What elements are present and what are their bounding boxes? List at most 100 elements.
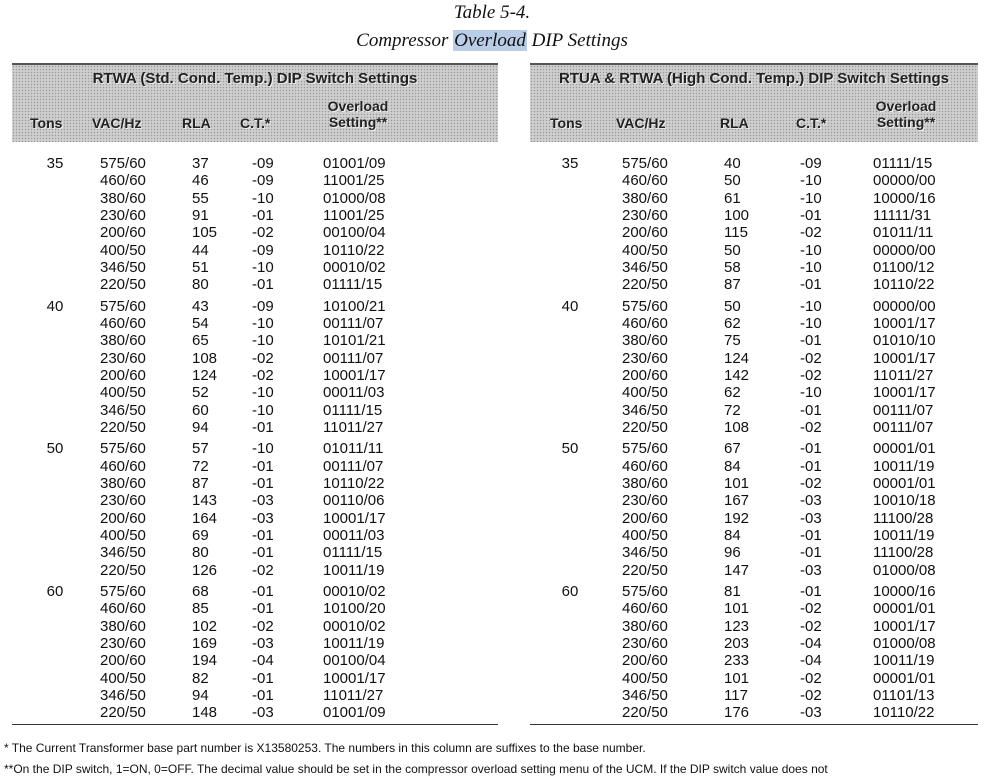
table-cell: -09 — [800, 155, 822, 172]
table-cell: 10011/19 — [323, 635, 385, 652]
table-cell: 96 — [724, 544, 741, 562]
table-cell: 00001/01 — [873, 600, 936, 618]
table-cell: 01000/08 — [873, 635, 936, 652]
table-cell: 11111/31 — [873, 206, 932, 224]
table-cell: 80 — [192, 276, 209, 294]
table-cell: 58 — [724, 258, 741, 276]
table-cell: 400/50 — [622, 384, 668, 402]
table-cell: 11001/25 — [323, 206, 385, 224]
table-cell: 01011/11 — [873, 224, 934, 242]
table-cell: 220/50 — [100, 704, 146, 722]
table-cell: -04 — [800, 635, 822, 652]
table-cell: 84 — [724, 457, 741, 475]
table-cell: 200/60 — [100, 509, 146, 527]
table-cell: 81 — [724, 583, 741, 601]
table-cell: -01 — [252, 544, 274, 562]
table-cell: -10 — [800, 315, 822, 332]
table-cell: 200/60 — [100, 366, 146, 384]
table-cell: 80 — [192, 544, 209, 562]
table-cell: -10 — [252, 189, 274, 207]
table-cell: 10001/17 — [873, 617, 936, 635]
table-cell: -01 — [252, 600, 274, 618]
column-header: RLA — [182, 115, 211, 131]
table-cell: 00000/00 — [873, 297, 936, 315]
table-cell: -10 — [252, 440, 274, 458]
table-cell: -02 — [800, 366, 822, 384]
table-cell: 400/50 — [622, 669, 668, 687]
table-cell: 230/60 — [100, 635, 146, 652]
table-cell: 169 — [192, 635, 218, 652]
table-cell: -01 — [800, 583, 822, 601]
title-text: DIP Settings — [531, 30, 628, 51]
table-cell: 00111/07 — [873, 401, 934, 419]
table-cell: 230/60 — [622, 635, 668, 652]
table-cell: 62 — [724, 384, 741, 402]
table-cell: 346/50 — [622, 401, 668, 419]
table-cell: 11100/28 — [873, 509, 934, 527]
table-cell: 200/60 — [622, 509, 668, 527]
table-cell: 346/50 — [100, 401, 146, 419]
table-cell: -01 — [800, 206, 822, 224]
table-cell: 400/50 — [100, 384, 146, 402]
table-heading: RTWA (Std. Cond. Temp.) DIP Switch Setti… — [92, 70, 418, 87]
table-cell: 50 — [724, 241, 741, 259]
table-cell: 37 — [192, 155, 209, 172]
table-cell: 50 — [724, 297, 741, 315]
table-cell: -01 — [252, 418, 274, 436]
table-cell: -04 — [252, 652, 274, 670]
column-header: VAC/Hz — [616, 115, 666, 131]
table-cell: 460/60 — [100, 172, 146, 190]
table-cell: 380/60 — [622, 475, 668, 492]
table-cell: 68 — [192, 583, 209, 601]
table-cell: 575/60 — [100, 297, 146, 315]
table-cell: -10 — [800, 172, 822, 190]
table-cell: 43 — [192, 297, 209, 315]
table-cell: 10110/22 — [323, 241, 385, 259]
table-cell: -02 — [252, 617, 274, 635]
table-cell: 143 — [192, 492, 218, 510]
table-cell: 142 — [724, 366, 750, 384]
table-cell: -10 — [252, 401, 274, 419]
table-cell: 82 — [192, 669, 209, 687]
table-cell: -01 — [800, 332, 822, 350]
table-cell: 400/50 — [622, 526, 668, 544]
table-cell: 346/50 — [100, 544, 146, 562]
table-cell: 460/60 — [622, 600, 668, 618]
table-cell: 55 — [192, 189, 209, 207]
table-cell: 108 — [192, 349, 218, 367]
table-cell: -09 — [252, 172, 274, 190]
table-cell: 346/50 — [622, 544, 668, 562]
table-cell: 148 — [192, 704, 218, 722]
table-bottom-rule — [12, 724, 498, 725]
tons-cell: 35 — [46, 155, 64, 172]
table-cell: 67 — [724, 440, 741, 458]
table-cell: 220/50 — [622, 704, 668, 722]
table-cell: 575/60 — [622, 583, 668, 601]
table-cell: -02 — [800, 617, 822, 635]
table-cell: 460/60 — [622, 315, 668, 332]
table-cell: -01 — [252, 686, 274, 704]
table-cell: 94 — [192, 686, 209, 704]
table-cell: -10 — [800, 189, 822, 207]
table-cell: 00001/01 — [873, 475, 936, 492]
table-cell: 167 — [724, 492, 750, 510]
table-cell: -01 — [252, 206, 274, 224]
table-cell: 54 — [192, 315, 209, 332]
table-cell: 10011/19 — [323, 561, 385, 579]
table-cell: 01111/15 — [323, 401, 383, 419]
tons-cell: 50 — [561, 440, 579, 458]
table-cell: 380/60 — [100, 332, 146, 350]
table-cell: -02 — [800, 600, 822, 618]
table-cell: 00001/01 — [873, 440, 936, 458]
table-cell: -03 — [800, 492, 822, 510]
table-cell: 575/60 — [622, 297, 668, 315]
table-cell: 460/60 — [100, 315, 146, 332]
table-cell: 00111/07 — [873, 418, 934, 436]
table-cell: -02 — [800, 669, 822, 687]
column-header: Overload Setting** — [327, 98, 389, 130]
table-cell: 10001/17 — [873, 349, 936, 367]
table-cell: 11001/25 — [323, 172, 385, 190]
table-cell: 10110/22 — [323, 475, 385, 492]
table-cell: -03 — [252, 492, 274, 510]
table-cell: 123 — [724, 617, 750, 635]
